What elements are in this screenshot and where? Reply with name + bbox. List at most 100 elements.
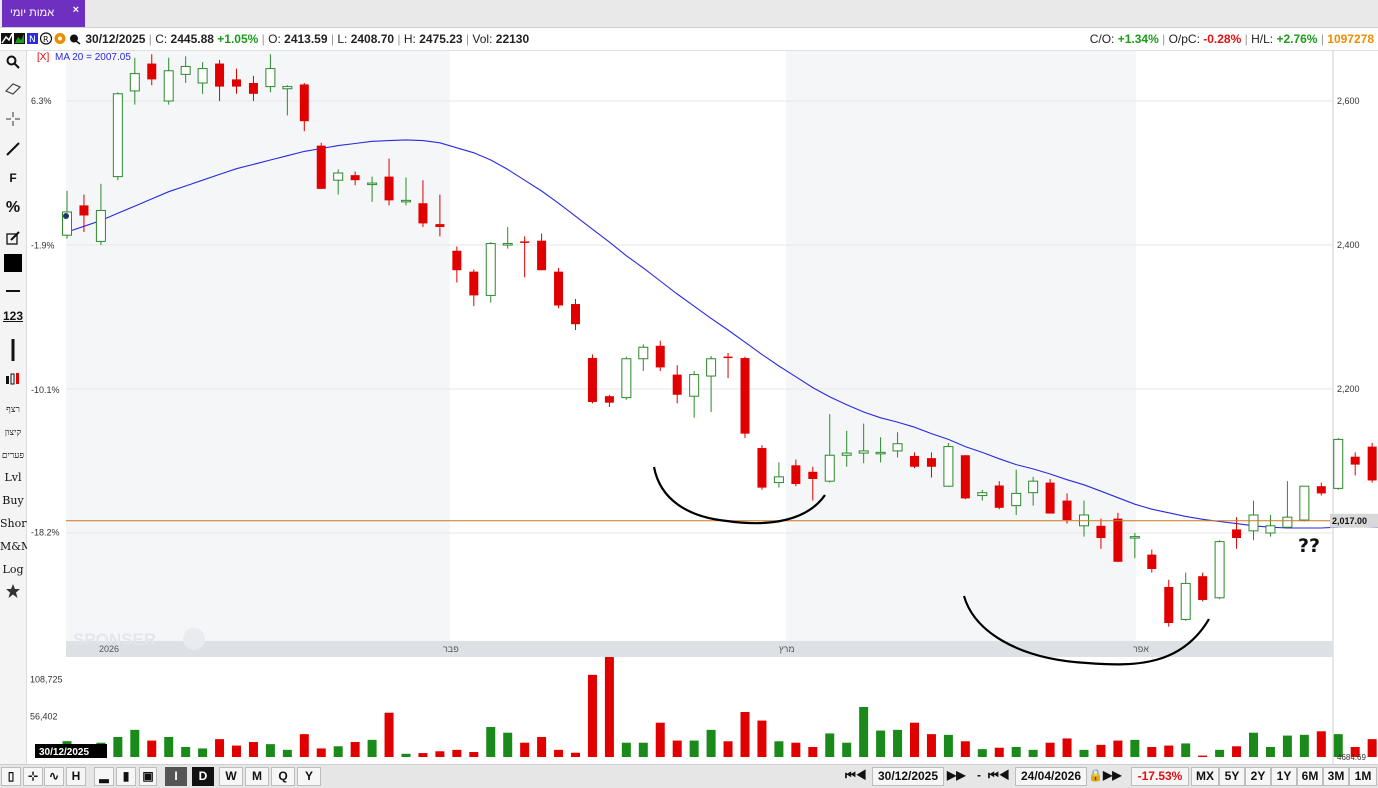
line-width-icon[interactable] xyxy=(0,283,26,297)
volume-bar xyxy=(1232,746,1242,757)
svg-text:N: N xyxy=(29,35,36,45)
tab-chart[interactable]: אמות יומי × xyxy=(2,0,85,27)
bars-mode-icon[interactable]: ▂ xyxy=(94,767,114,786)
short-tool[interactable]: Short xyxy=(0,517,31,530)
info-total-volume: 1097278 xyxy=(1327,32,1374,46)
nav-last-icon[interactable]: ▶▶ xyxy=(1103,768,1122,782)
candle-body xyxy=(502,243,513,246)
time-axis-label: מרץ xyxy=(779,644,795,654)
candle-body xyxy=(367,182,378,186)
numbers-tool[interactable]: 123 xyxy=(2,309,24,323)
date-badge: 30/12/2025 xyxy=(39,747,89,758)
crosshair-cursor-icon[interactable]: ⊹ xyxy=(23,767,43,786)
lock-icon[interactable]: 🔒 xyxy=(1088,768,1103,782)
extremes-tool[interactable]: קיצון xyxy=(4,428,22,438)
log-tool[interactable]: Log xyxy=(2,563,24,576)
time-axis-label: פבר xyxy=(443,644,459,654)
price-chart[interactable]: 2026 פבר מרץ אפר 2,200 2,400 2,600 6.3% -1.9% -1… xyxy=(27,51,1378,764)
price-tick-label: 2,400 xyxy=(1337,240,1360,250)
period-year[interactable]: Y xyxy=(297,767,321,786)
period-quarter[interactable]: Q xyxy=(271,767,295,786)
hlc-mode-icon[interactable]: H xyxy=(66,767,86,786)
save-icon[interactable]: ▣ xyxy=(139,767,157,786)
period-week[interactable]: W xyxy=(219,767,243,786)
candle-body xyxy=(994,485,1004,508)
candle xyxy=(706,355,717,413)
candle xyxy=(621,356,632,400)
eraser-icon[interactable] xyxy=(0,83,26,98)
volume-bar xyxy=(384,712,394,757)
range-max[interactable]: MX xyxy=(1191,767,1219,786)
question-annotation: ?? xyxy=(1298,535,1320,557)
range-6m[interactable]: 6M xyxy=(1297,767,1323,786)
candle-body xyxy=(841,452,852,456)
candle-body xyxy=(248,83,258,94)
color-swatch-icon[interactable] xyxy=(0,254,26,275)
chart-type-icons[interactable]: N R xyxy=(0,31,82,45)
line-mode-icon[interactable]: ∿ xyxy=(44,767,64,786)
candle-body xyxy=(571,304,580,325)
candle xyxy=(875,437,886,463)
candle xyxy=(757,445,767,490)
date-from[interactable]: 30/12/2025 xyxy=(872,767,944,786)
volume-bar xyxy=(1130,739,1140,757)
vertical-line-icon[interactable] xyxy=(0,339,26,364)
volume-bar xyxy=(1367,739,1377,757)
crosshair-icon[interactable] xyxy=(0,112,26,129)
period-day[interactable]: D xyxy=(192,767,214,786)
time-axis-band xyxy=(66,641,1333,657)
nav-back-icon[interactable]: ⏮◀ xyxy=(988,768,1010,782)
volume-bar xyxy=(757,720,767,757)
volume-bar xyxy=(571,752,580,757)
trendline-icon[interactable] xyxy=(0,142,26,159)
range-5y[interactable]: 5Y xyxy=(1219,767,1245,786)
candle xyxy=(282,85,293,116)
buy-tool[interactable]: Buy xyxy=(2,494,24,507)
mm-tool[interactable]: M&M xyxy=(0,540,33,553)
volume-bar xyxy=(672,740,682,757)
candle-mode-icon[interactable]: ▮ xyxy=(116,767,136,786)
candle-body xyxy=(892,443,903,452)
chart-list-icon[interactable]: ▯ xyxy=(1,767,21,786)
sequence-tool[interactable]: רצף xyxy=(6,405,20,415)
date-badge-bg xyxy=(35,744,107,758)
bar-chart-icon xyxy=(27,33,38,44)
mode-intraday[interactable]: I xyxy=(165,767,187,786)
volume-bar xyxy=(1299,734,1309,757)
volume-bar xyxy=(520,742,530,757)
candle xyxy=(502,227,513,249)
candle-body xyxy=(62,211,72,236)
info-high-label: H: xyxy=(403,32,416,46)
range-3m[interactable]: 3M xyxy=(1323,767,1349,786)
percent-tool[interactable]: % xyxy=(5,199,21,216)
candle xyxy=(1129,533,1140,559)
candle-body xyxy=(638,346,649,360)
range-1y[interactable]: 1Y xyxy=(1271,767,1297,786)
volume-tick-label: 108,725 xyxy=(30,674,63,684)
period-month[interactable]: M xyxy=(245,767,269,786)
levels-tool[interactable]: Lvl xyxy=(4,471,22,484)
volume-bar xyxy=(248,742,258,757)
ma-close-toggle[interactable]: [X] xyxy=(37,52,49,63)
candle xyxy=(316,142,326,189)
search-icon[interactable] xyxy=(0,55,26,72)
candle-body xyxy=(537,240,547,271)
candle-body xyxy=(95,209,106,242)
volume-bar xyxy=(198,748,208,757)
candle xyxy=(1367,443,1377,483)
range-2y[interactable]: 2Y xyxy=(1245,767,1271,786)
nav-forward-icon[interactable]: ▶▶ xyxy=(947,768,966,782)
candles-icon[interactable] xyxy=(0,371,26,390)
nav-first-icon[interactable]: ⏮◀ xyxy=(845,768,867,782)
star-icon[interactable] xyxy=(0,584,26,601)
candle-body xyxy=(1282,516,1293,528)
edit-icon[interactable] xyxy=(0,231,26,248)
fibonacci-tool[interactable]: F xyxy=(9,171,17,185)
date-to[interactable]: 24/04/2026 xyxy=(1015,767,1087,786)
tab-close-icon[interactable]: × xyxy=(72,4,79,16)
range-1m[interactable]: 1M xyxy=(1349,767,1377,786)
volume-bar xyxy=(604,657,614,757)
info-high: 2475.23 xyxy=(419,32,463,46)
candle-body xyxy=(418,203,428,224)
gaps-tool[interactable]: פערים xyxy=(1,451,25,461)
